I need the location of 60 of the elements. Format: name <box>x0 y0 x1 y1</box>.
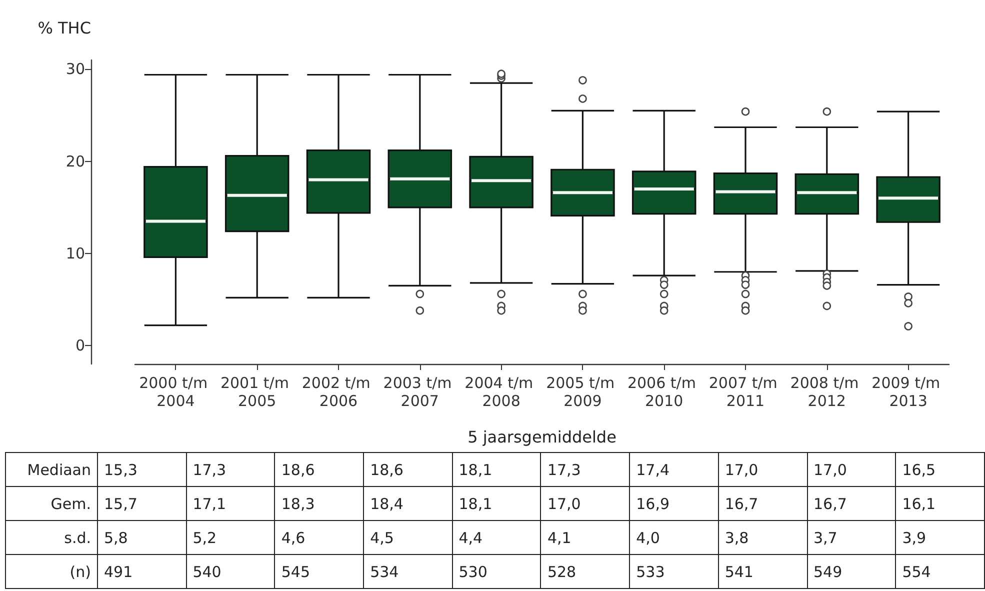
x-tick-label: 2006 t/m 2010 <box>627 374 701 410</box>
text: 5,2 <box>192 528 217 546</box>
x-tick-label: 2007 t/m 2011 <box>708 374 782 410</box>
text: 18,6 <box>370 460 404 478</box>
y-tick-label: 30 <box>66 60 85 78</box>
text: 16,9 <box>636 494 670 512</box>
text: 3,7 <box>814 528 838 546</box>
text: 17,3 <box>192 460 226 478</box>
text: 18,1 <box>458 460 492 478</box>
text: 16,1 <box>902 494 936 512</box>
text: 16,7 <box>814 494 847 512</box>
category-label: (n) <box>70 562 91 580</box>
x-tick-label: 2009 t/m 2013 <box>872 374 945 410</box>
x-tick-label: 2002 t/m 2006 <box>302 374 376 410</box>
text: 18,6 <box>281 460 315 478</box>
text: 15,7 <box>104 494 138 512</box>
text: 18,4 <box>370 494 404 512</box>
text: 534 <box>370 562 399 580</box>
text: 528 <box>547 562 576 580</box>
y-axis-title: % THC <box>38 18 91 38</box>
text: 4,0 <box>636 528 660 546</box>
text: 16,5 <box>902 460 936 478</box>
text: 17,0 <box>724 460 758 478</box>
text: 5,8 <box>104 528 128 546</box>
text: 18,3 <box>281 494 315 512</box>
text: 491 <box>104 562 133 580</box>
text: 540 <box>192 562 222 580</box>
x-tick-label: 2001 t/m 2005 <box>220 374 294 410</box>
y-tick-label: 20 <box>66 152 85 170</box>
text: 4,4 <box>458 528 483 546</box>
text: 17,0 <box>547 494 581 512</box>
text: 549 <box>814 562 842 580</box>
y-tick-label: 10 <box>66 244 85 262</box>
text: 554 <box>902 562 931 580</box>
x-tick-label: 2008 t/m 2012 <box>790 374 864 410</box>
x-tick-label: 2004 t/m 2008 <box>464 374 538 410</box>
text: 4,5 <box>370 528 394 546</box>
category-label: s.d. <box>64 528 91 546</box>
text: 4,1 <box>547 528 572 546</box>
category-label: Gem. <box>50 494 91 512</box>
text: 15,3 <box>104 460 138 478</box>
text: 4,6 <box>281 528 306 546</box>
text: 17,0 <box>814 460 847 478</box>
category-label: Mediaan <box>27 460 91 478</box>
text: 541 <box>724 562 754 580</box>
text: 16,7 <box>724 494 758 512</box>
text: 530 <box>458 562 488 580</box>
text: 3,8 <box>724 528 749 546</box>
x-tick-label: 2000 t/m 2004 <box>139 374 212 410</box>
y-tick-label: 0 <box>75 336 85 355</box>
text: 18,1 <box>458 494 492 512</box>
x-tick-label: 2005 t/m 2009 <box>546 374 620 410</box>
x-tick-label: 2003 t/m 2007 <box>383 374 457 410</box>
x-axis-title: 5 jaarsgemiddelde <box>468 428 616 446</box>
text: 3,9 <box>902 528 926 546</box>
text: 545 <box>281 562 310 580</box>
text: 17,3 <box>547 460 581 478</box>
text: 17,1 <box>192 494 226 512</box>
text: 533 <box>636 562 665 580</box>
text: 17,4 <box>636 460 670 478</box>
